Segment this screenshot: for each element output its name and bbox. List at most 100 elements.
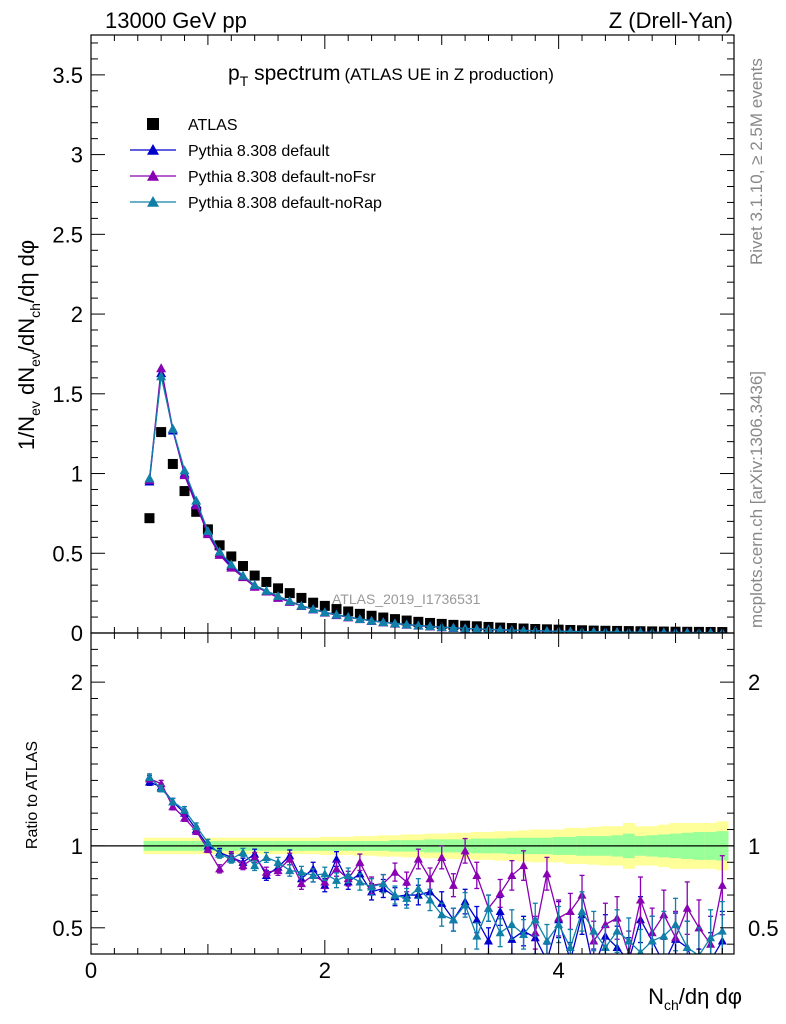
ratio-point-2 (706, 933, 716, 942)
atlas-data-point (179, 486, 190, 497)
main-ytick-label: 1 (71, 462, 83, 487)
mc-point-3 (179, 465, 190, 475)
ratio-point-1 (168, 802, 178, 811)
mc-point-3 (308, 604, 319, 614)
ratio-point-2 (425, 895, 435, 904)
ratio-point-2 (507, 920, 517, 929)
mc-point-3 (684, 627, 691, 633)
atlas-data-point (237, 561, 248, 572)
mc-point-3 (331, 609, 342, 619)
ratio-point-1 (296, 879, 306, 888)
ratio-point-2 (577, 906, 587, 916)
mc-point-3 (296, 600, 307, 610)
plot-title: pT spectrum (ATLAS UE in Z production) (228, 62, 554, 89)
analysis-watermark: ATLAS_2019_I1736531 (332, 591, 481, 607)
main-marks (144, 363, 728, 633)
main-ytick-label: 3 (71, 143, 83, 168)
ratio-point-1 (320, 877, 330, 886)
ratio-point-0 (566, 956, 575, 964)
atlas-data-point (226, 551, 237, 562)
ratio-point-2 (215, 849, 225, 858)
mc-point-3 (471, 623, 482, 633)
mc-point-3 (613, 627, 621, 633)
main-ytick-label: 2 (71, 302, 83, 327)
ratio-point-2 (203, 838, 213, 847)
atlas-data-point (343, 606, 354, 617)
ratio-point-1 (238, 861, 248, 870)
ratio-point-2 (144, 772, 154, 781)
ratio-point-0 (624, 956, 633, 964)
ratio-ylabel: Ratio to ATLAS (24, 741, 41, 849)
ratio-point-1 (495, 888, 505, 898)
mc-point-3 (660, 627, 667, 633)
ratio-point-2 (472, 931, 482, 940)
main-ylabel: 1/Nev dNev/dNch/dη dφ (14, 240, 43, 450)
legend-label: Pythia 8.308 default (188, 143, 330, 160)
atlas-data-point (308, 597, 319, 608)
mc-point-3 (354, 613, 365, 623)
mc-point-3 (495, 624, 505, 633)
ratio-point-1 (448, 880, 458, 889)
mc-point-3 (249, 580, 260, 590)
ratio-point-2 (332, 875, 342, 884)
mc-point-3 (566, 626, 574, 633)
mc-point-3 (214, 546, 225, 556)
ratio-point-2 (612, 926, 622, 935)
ratio-ytick-label-right: 0.5 (748, 916, 779, 941)
ratio-point-2 (250, 861, 260, 870)
ratio-point-0 (659, 959, 668, 967)
ratio-point-1 (191, 826, 201, 835)
ratio-point-0 (332, 854, 342, 863)
main-ytick-label: 0.5 (52, 541, 83, 566)
atlas-data-point (191, 506, 202, 517)
ratio-point-2 (191, 821, 201, 830)
legend-marker-atlas (147, 118, 159, 130)
ratio-point-1 (635, 895, 645, 904)
mcplots-label: mcplots.cern.ch [arXiv:1306.3436] (747, 371, 766, 628)
mc-point-3 (343, 612, 354, 622)
ratio-point-1 (332, 864, 342, 873)
legend-label: Pythia 8.308 default-noFsr (188, 169, 376, 186)
ratio-point-1 (565, 906, 575, 916)
ratio-point-1 (180, 813, 190, 822)
ratio-point-1 (402, 877, 412, 886)
ratio-point-2 (308, 870, 318, 879)
atlas-data-point (167, 458, 178, 469)
legend: ATLAS Pythia 8.308 default Pythia 8.308 de… (130, 117, 382, 212)
ratio-point-2 (624, 936, 634, 945)
mc-point-3 (413, 620, 424, 630)
ratio-point-2 (554, 920, 564, 929)
mc-point-3 (237, 570, 248, 580)
ratio-point-1 (460, 846, 470, 855)
main-ytick-label: 2.5 (52, 222, 83, 247)
ratio-point-2 (285, 865, 295, 875)
ratio-point-2 (589, 926, 599, 935)
ratio-point-1 (273, 865, 283, 875)
ratio-point-2 (671, 920, 681, 929)
ratio-point-2 (565, 942, 575, 952)
ratio-point-0 (542, 956, 551, 964)
mc-point-3 (637, 627, 644, 633)
mc-point-3 (401, 619, 412, 629)
ratio-point-0 (706, 956, 715, 964)
mc-point-3 (202, 525, 213, 535)
xtick-label: 4 (553, 958, 565, 983)
ratio-point-1 (355, 857, 365, 866)
ratio-point-2 (390, 890, 400, 899)
ratio-line-1 (149, 778, 723, 954)
ratio-point-0 (589, 964, 598, 972)
ratio-point-1 (285, 854, 295, 863)
ratio-point-2 (682, 942, 692, 952)
atlas-data-point (156, 427, 167, 438)
ratio-point-2 (320, 869, 330, 878)
ratio-point-1 (437, 852, 447, 861)
axes: 00.511.522.533.50 2 40.5 0.51 12 2 (52, 34, 779, 983)
mc-point-3 (319, 607, 330, 617)
legend-marker (147, 196, 159, 207)
mc-point-3 (366, 615, 377, 625)
mc-point-3 (144, 473, 155, 483)
ratio-point-2 (542, 936, 552, 945)
mc-point-3 (590, 626, 598, 633)
atlas-data-point (144, 513, 155, 524)
ratio-point-0 (495, 906, 505, 916)
